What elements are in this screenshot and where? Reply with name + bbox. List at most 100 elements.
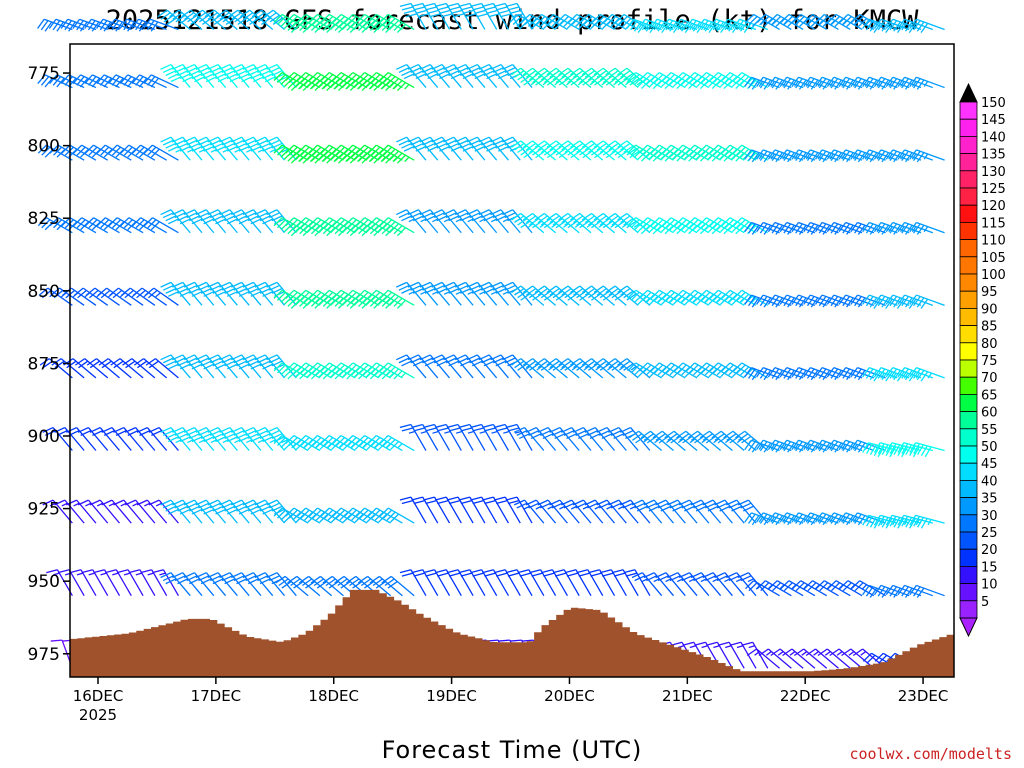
barb-flag — [720, 22, 728, 34]
wind-barb — [862, 76, 898, 90]
barb-half-flag — [824, 651, 831, 656]
wind-barb — [446, 569, 474, 597]
barb-flag — [857, 297, 866, 308]
barb-staff — [786, 76, 816, 89]
barb-half-flag — [668, 24, 673, 31]
barb-staff — [668, 18, 698, 31]
barb-flag — [767, 76, 776, 87]
barb-flag — [344, 289, 354, 299]
barb-flag — [576, 569, 588, 574]
barb-staff — [106, 287, 132, 306]
barb-flag — [195, 63, 207, 70]
barb-flag — [658, 435, 669, 444]
barb-flag — [259, 578, 271, 585]
barb-flag — [492, 67, 504, 74]
barb-flag — [904, 21, 913, 32]
barb-flag — [558, 358, 569, 366]
wind-barb — [826, 221, 863, 235]
barb-staff — [786, 221, 816, 234]
barb-staff — [622, 569, 639, 597]
barb-staff — [904, 221, 934, 234]
barb-flag — [913, 150, 921, 161]
barb-half-flag — [159, 572, 166, 576]
barb-flag — [367, 217, 377, 227]
barb-flag — [478, 281, 490, 288]
barb-flag — [124, 426, 136, 433]
barb-flag — [873, 445, 881, 457]
barb-half-flag — [736, 438, 743, 444]
barb-flag — [822, 297, 831, 308]
barb-staff — [457, 424, 474, 451]
wind-barb — [744, 367, 780, 381]
barb-flag — [897, 222, 906, 233]
barb-flag — [576, 72, 587, 81]
barb-flag — [661, 18, 670, 29]
barb-flag — [665, 364, 675, 374]
barb-flag — [436, 215, 448, 222]
barb-flag — [371, 16, 381, 25]
barb-flag — [640, 430, 651, 439]
barb-staff — [433, 496, 451, 524]
wind-barb — [897, 442, 933, 458]
barb-flag — [200, 142, 212, 149]
barb-flag — [768, 14, 778, 23]
barb-staff — [529, 13, 556, 31]
barb-flag — [312, 74, 322, 84]
barb-flag — [532, 293, 543, 301]
barb-half-flag — [613, 80, 620, 86]
barb-staff — [845, 294, 875, 306]
wind-barb — [803, 512, 839, 526]
barb-flag — [702, 572, 714, 579]
barb-flag — [591, 148, 602, 156]
barb-half-flag — [523, 505, 530, 510]
barb-staff — [798, 221, 827, 234]
wind-barb — [826, 149, 863, 163]
barb-flag — [549, 215, 560, 224]
barb-flag — [744, 512, 752, 523]
barb-flag — [842, 441, 850, 452]
barb-flag — [839, 14, 849, 23]
barb-flag — [504, 67, 516, 74]
barb-flag — [266, 354, 278, 361]
barb-flag — [212, 360, 224, 367]
barb-flag — [494, 423, 506, 429]
y-tick-label: 875 — [28, 354, 60, 374]
barb-flag — [436, 70, 448, 77]
barb-half-flag — [246, 439, 253, 444]
wind-barb — [470, 423, 498, 451]
barb-flag — [551, 430, 563, 436]
barb-half-flag — [100, 572, 107, 576]
barb-flag — [127, 21, 135, 32]
barb-half-flag — [539, 223, 546, 228]
barb-flag — [901, 446, 909, 458]
barb-flag — [498, 639, 511, 642]
barb-flag — [814, 222, 823, 233]
barb-staff — [786, 294, 816, 306]
wind-barb — [120, 144, 156, 161]
barb-flag — [568, 14, 578, 23]
barb-flag — [920, 298, 929, 309]
barb-flag — [224, 433, 236, 440]
wind-barb — [909, 221, 945, 235]
barb-flag — [525, 215, 537, 224]
barb-half-flag — [408, 218, 415, 223]
barb-flag — [250, 290, 262, 297]
barb-flag — [713, 146, 723, 156]
barb-flag — [771, 368, 780, 379]
wind-barb — [131, 74, 167, 89]
barb-staff — [869, 18, 898, 31]
barb-staff — [162, 569, 180, 597]
barb-flag — [584, 70, 595, 78]
barb-half-flag — [547, 505, 554, 510]
barb-flag — [405, 13, 418, 18]
barb-flag — [325, 578, 336, 587]
barb-flag — [435, 423, 447, 429]
barb-flag — [410, 284, 422, 291]
barb-flag — [174, 67, 186, 74]
barb-flag — [751, 515, 760, 526]
barb-flag — [627, 289, 637, 299]
barb-flag — [546, 67, 557, 76]
barb-flag — [452, 13, 465, 18]
barb-flag — [448, 6, 461, 11]
barb-half-flag — [911, 81, 917, 87]
